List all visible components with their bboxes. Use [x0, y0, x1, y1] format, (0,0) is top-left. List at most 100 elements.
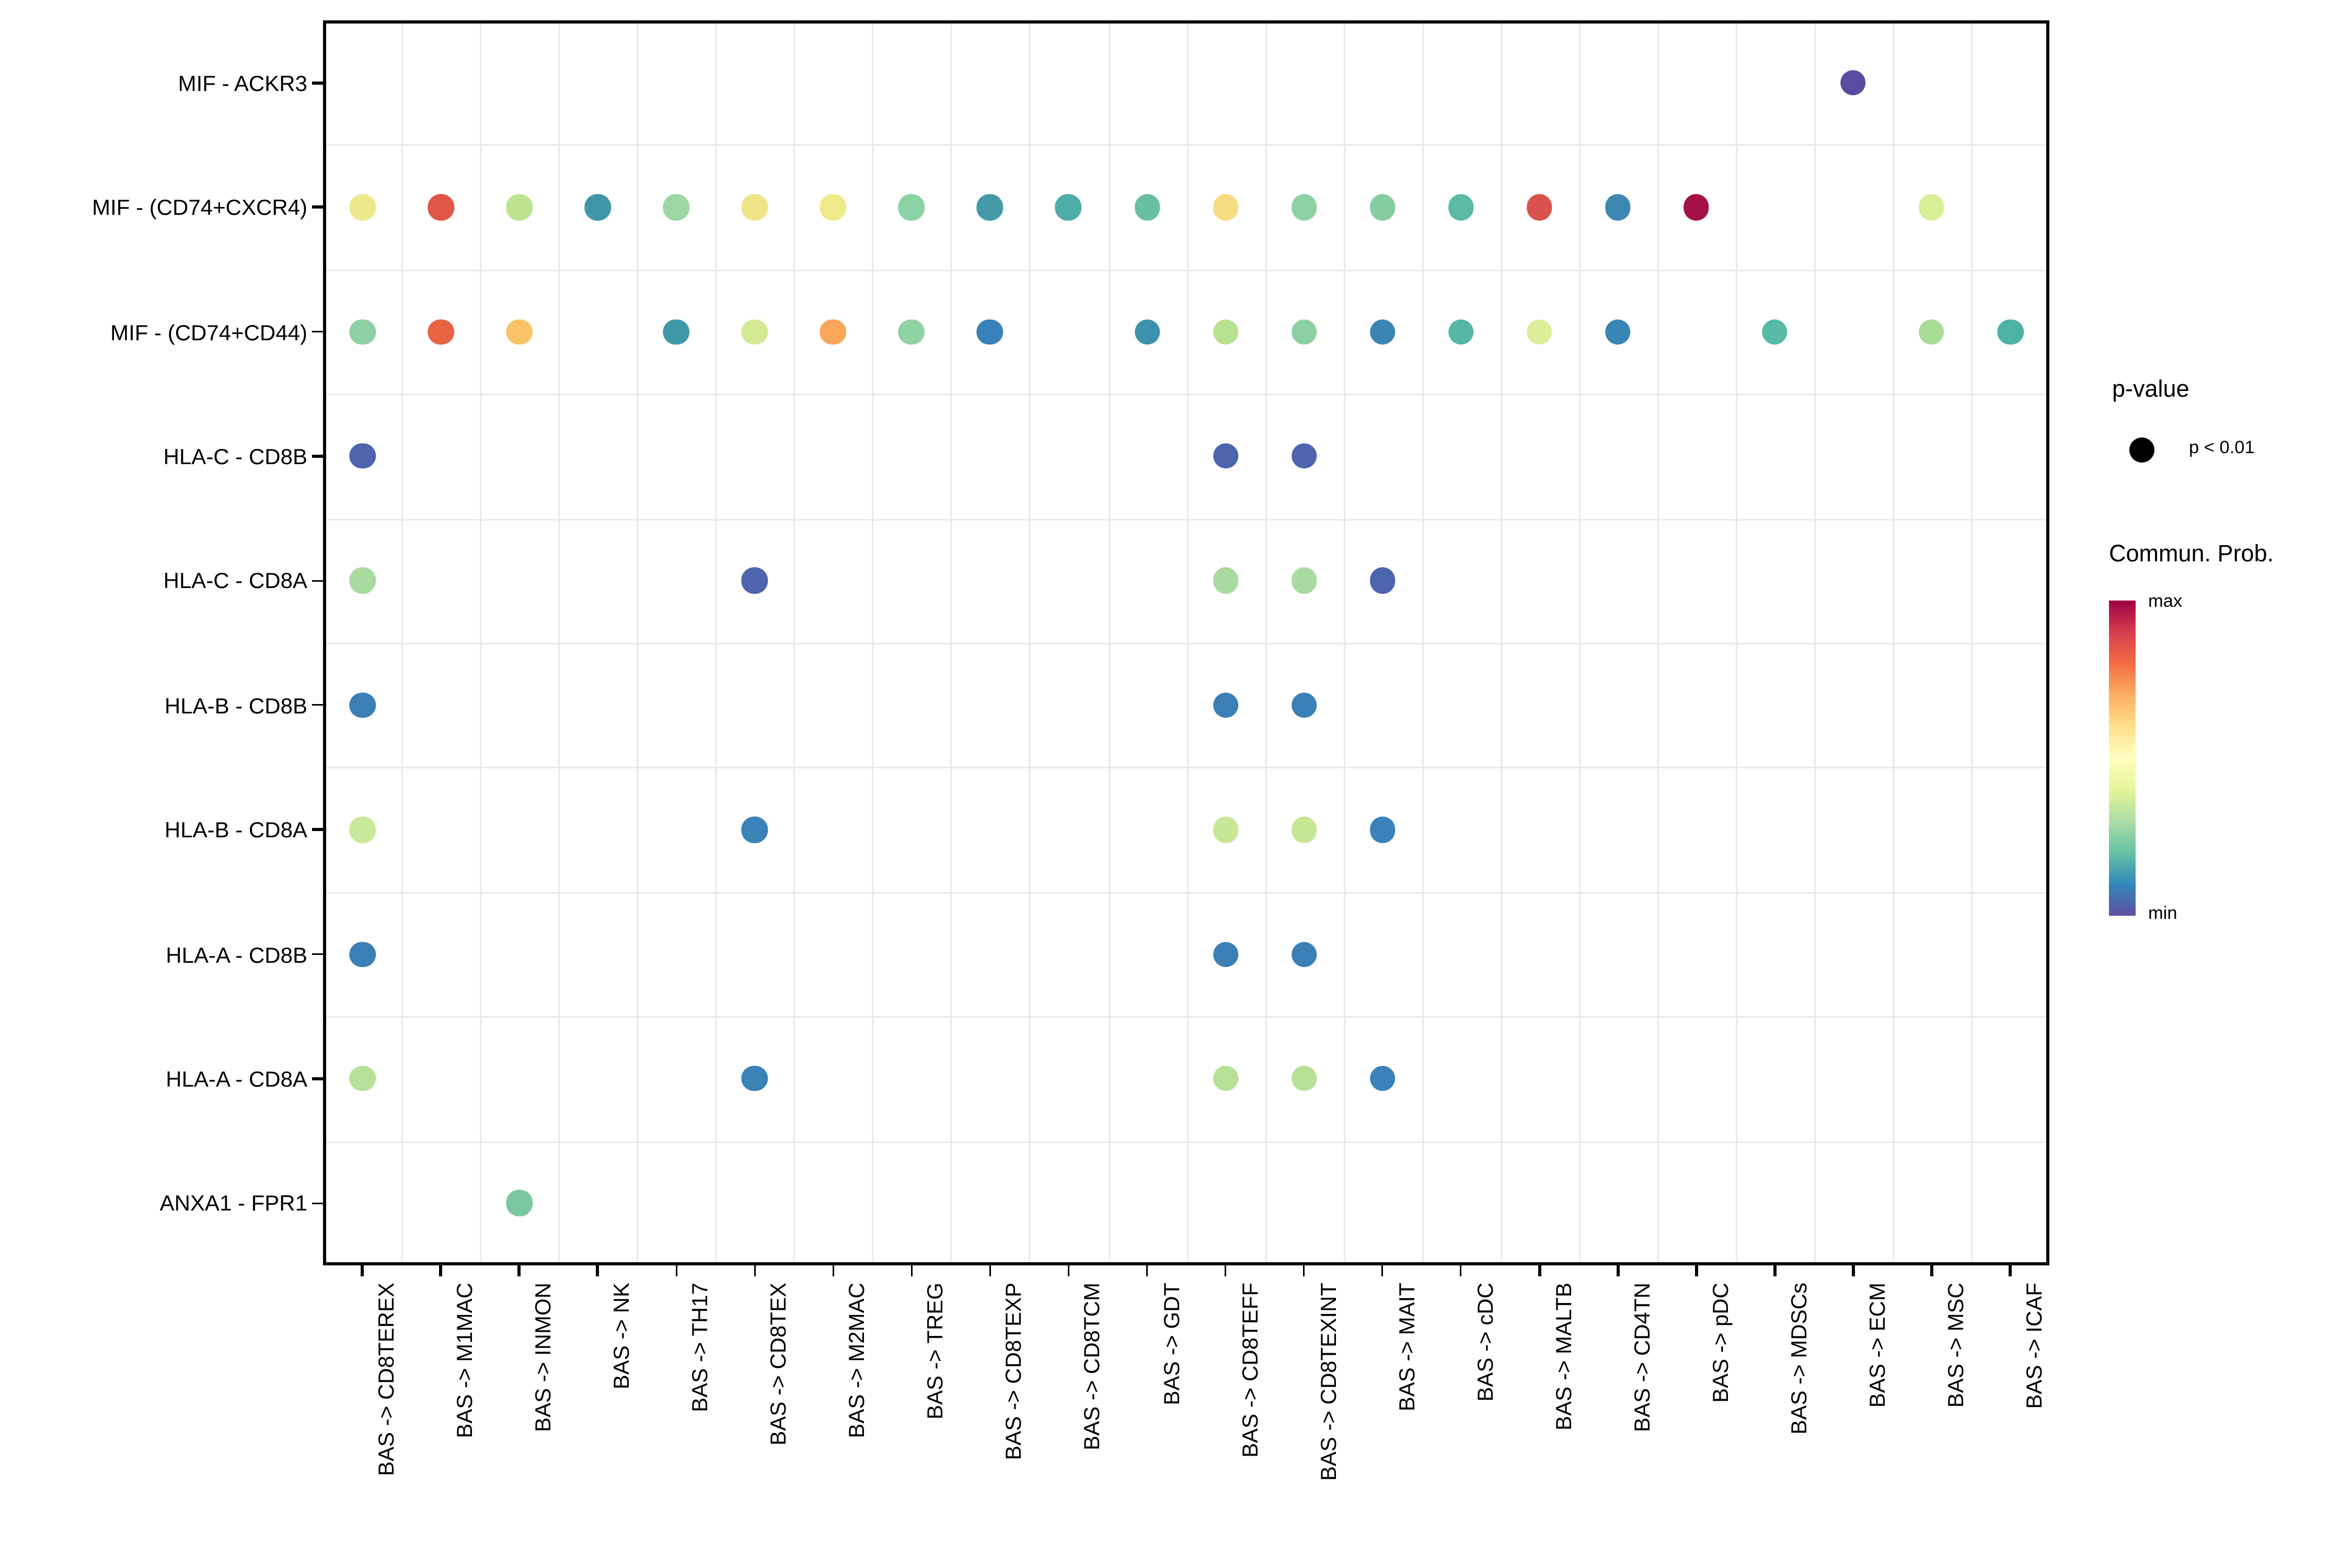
- data-dot: [1134, 194, 1160, 221]
- x-axis-tick: [1459, 1265, 1462, 1276]
- data-dot: [1291, 1065, 1317, 1092]
- x-axis-label: BAS -> TH17: [687, 1283, 712, 1412]
- data-dot: [506, 318, 533, 345]
- x-axis-tick: [439, 1265, 442, 1276]
- data-dot: [977, 194, 1003, 221]
- data-dot: [349, 816, 375, 843]
- data-dot: [1605, 194, 1631, 221]
- x-axis-label: BAS -> CD8TEXINT: [1315, 1283, 1340, 1481]
- x-axis-label: BAS -> CD8TEXP: [1001, 1283, 1027, 1460]
- data-dot: [1212, 318, 1239, 345]
- horizontal-gridline: [326, 767, 2046, 769]
- colorbar-min-label: min: [2148, 905, 2177, 924]
- y-axis-tick: [312, 330, 323, 333]
- x-axis-label: BAS -> TREG: [922, 1283, 948, 1420]
- x-axis-tick: [1538, 1265, 1541, 1276]
- data-dot: [1291, 941, 1317, 967]
- data-dot: [1212, 194, 1239, 221]
- data-dot: [349, 443, 375, 469]
- y-axis-tick: [312, 828, 323, 831]
- x-axis-label: BAS -> cDC: [1472, 1283, 1497, 1402]
- y-axis-label: HLA-C - CD8A: [163, 568, 307, 593]
- x-axis-label: BAS -> CD8TCM: [1079, 1283, 1105, 1450]
- data-dot: [1369, 194, 1396, 221]
- x-axis-tick: [1381, 1265, 1384, 1276]
- data-dot: [742, 194, 768, 221]
- y-axis-label: MIF - (CD74+CD44): [110, 319, 307, 344]
- x-axis-tick: [1067, 1265, 1070, 1276]
- x-axis-label: BAS -> MDSCs: [1785, 1283, 1811, 1435]
- data-dot: [663, 194, 689, 221]
- y-axis-label: HLA-A - CD8A: [166, 1066, 307, 1091]
- data-dot: [349, 568, 375, 594]
- horizontal-gridline: [326, 1140, 2046, 1143]
- data-dot: [1605, 318, 1631, 345]
- x-axis-label: BAS -> ECM: [1864, 1283, 1889, 1408]
- x-axis-tick: [753, 1265, 756, 1276]
- x-axis-tick: [518, 1265, 521, 1276]
- pvalue-legend-item-label: p < 0.01: [2189, 439, 2255, 458]
- data-dot: [742, 568, 768, 594]
- data-dot: [506, 1190, 533, 1216]
- data-dot: [1291, 568, 1317, 594]
- x-axis-label: BAS -> NK: [608, 1283, 634, 1390]
- x-axis-label: BAS -> CD8TEX: [765, 1283, 791, 1446]
- y-axis-label: ANXA1 - FPR1: [159, 1190, 307, 1216]
- horizontal-gridline: [326, 145, 2046, 147]
- data-dot: [1840, 70, 1866, 96]
- data-dot: [1918, 194, 1945, 221]
- x-axis-label: BAS -> ICAF: [2021, 1283, 2046, 1409]
- data-dot: [1212, 941, 1239, 967]
- x-axis-tick: [1773, 1265, 1776, 1276]
- y-axis-label: HLA-B - CD8A: [164, 817, 307, 843]
- x-axis-tick: [1146, 1265, 1148, 1276]
- data-dot: [1369, 1065, 1396, 1092]
- data-dot: [1369, 318, 1396, 345]
- x-axis-label: BAS -> CD4TN: [1629, 1283, 1654, 1432]
- x-axis-tick: [596, 1265, 599, 1276]
- x-axis-label: BAS -> GDT: [1158, 1283, 1183, 1405]
- data-dot: [1369, 568, 1396, 594]
- data-dot: [428, 318, 454, 345]
- data-dot: [898, 194, 925, 221]
- x-axis-label: BAS -> MAIT: [1393, 1283, 1419, 1412]
- horizontal-gridline: [326, 1016, 2046, 1018]
- x-axis-tick: [1695, 1265, 1698, 1276]
- x-axis-tick: [1224, 1265, 1227, 1276]
- x-axis-label: BAS -> CD8TEREX: [373, 1283, 398, 1476]
- data-dot: [1526, 194, 1552, 221]
- horizontal-gridline: [326, 892, 2046, 894]
- x-axis-label: BAS -> CD8TEFF: [1236, 1283, 1262, 1458]
- data-dot: [349, 318, 375, 345]
- data-dot: [1212, 1065, 1239, 1092]
- data-dot: [742, 318, 768, 345]
- data-dot: [1212, 816, 1239, 843]
- x-axis-tick: [1930, 1265, 1933, 1276]
- x-axis-label: BAS -> MALTB: [1550, 1283, 1576, 1431]
- x-axis-label: BAS -> INMON: [530, 1283, 556, 1432]
- x-axis-tick: [832, 1265, 834, 1276]
- y-axis-label: HLA-B - CD8B: [164, 693, 307, 718]
- horizontal-gridline: [326, 269, 2046, 271]
- data-dot: [1369, 816, 1396, 843]
- y-axis-tick: [312, 455, 323, 457]
- data-dot: [1291, 692, 1317, 718]
- pvalue-legend-dot-icon: [2129, 437, 2154, 463]
- data-dot: [1291, 318, 1317, 345]
- data-dot: [820, 318, 846, 345]
- data-dot: [1683, 194, 1710, 221]
- x-axis-tick: [1302, 1265, 1305, 1276]
- data-dot: [1212, 568, 1239, 594]
- y-axis-label: HLA-C - CD8B: [163, 443, 307, 469]
- y-axis-label: HLA-A - CD8B: [166, 941, 307, 967]
- data-dot: [898, 318, 925, 345]
- y-axis-tick: [312, 953, 323, 955]
- data-dot: [1761, 318, 1788, 345]
- horizontal-gridline: [326, 643, 2046, 644]
- data-dot: [349, 1065, 375, 1092]
- data-dot: [977, 318, 1003, 345]
- data-dot: [349, 692, 375, 718]
- colorbar-max-label: max: [2148, 593, 2183, 612]
- data-dot: [506, 194, 533, 221]
